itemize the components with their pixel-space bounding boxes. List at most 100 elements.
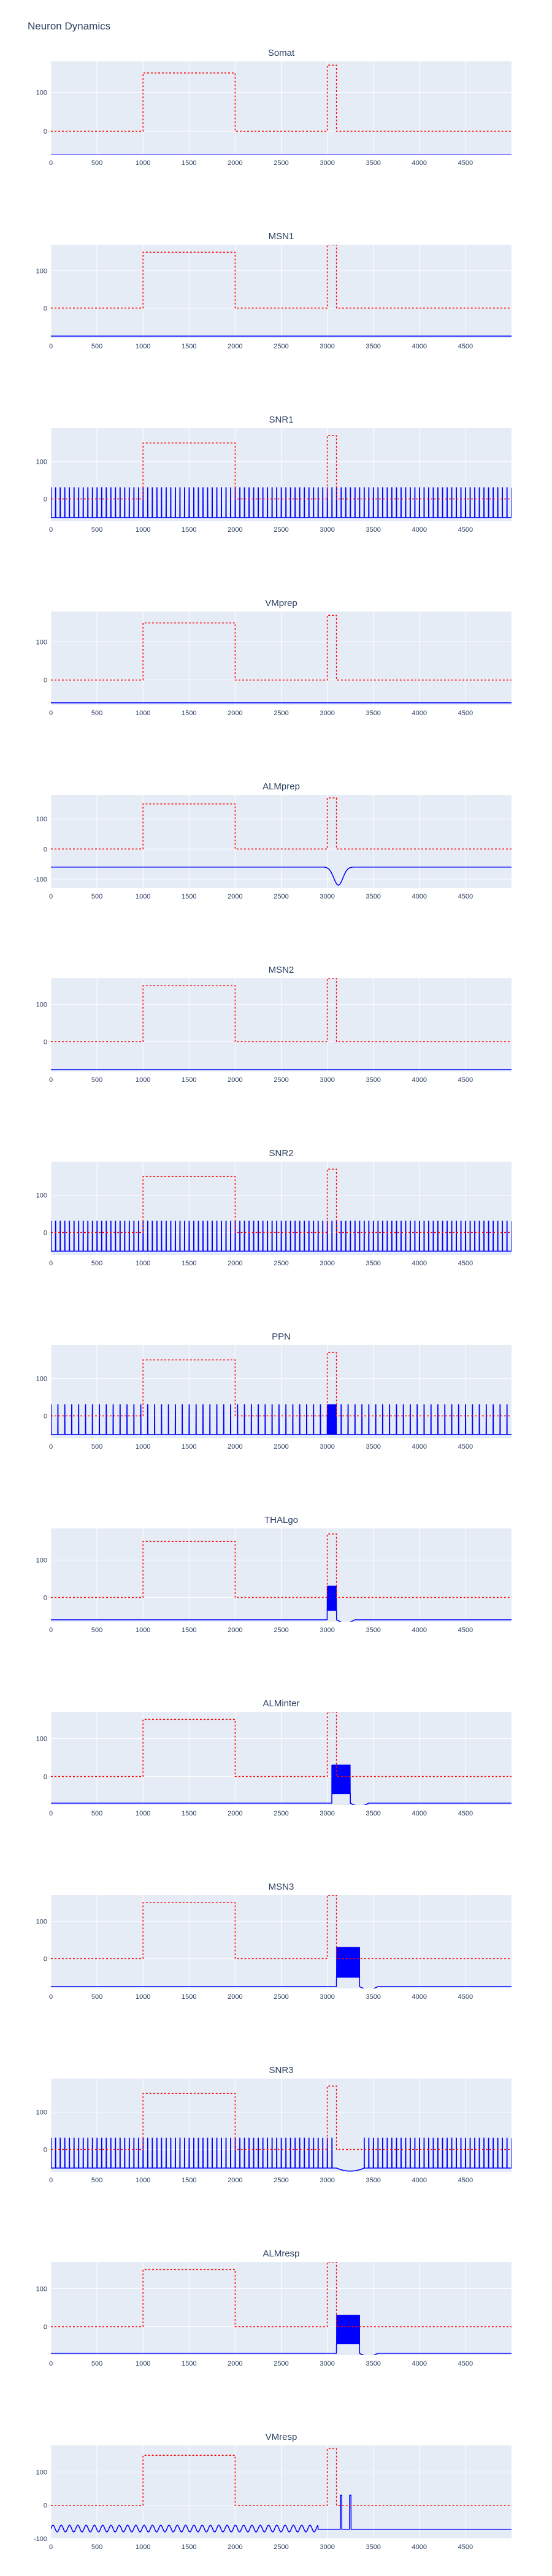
x-tick-label: 3000	[320, 1260, 334, 1267]
y-tick-label: 100	[36, 1192, 47, 1200]
x-tick-label: 3000	[320, 2543, 334, 2551]
x-tick-label: 3500	[366, 2543, 380, 2551]
x-tick-label: 500	[91, 1993, 102, 2001]
x-tick-label: 2000	[228, 1810, 242, 1817]
y-tick-label: 0	[44, 2147, 47, 2154]
x-tick-label: 500	[91, 893, 102, 900]
x-tick-label: 4500	[458, 710, 473, 717]
x-tick-label: 3000	[320, 1443, 334, 1451]
voltage-trace-almresp	[51, 2315, 512, 2355]
x-tick-label: 500	[91, 1810, 102, 1817]
x-tick-label: 4500	[458, 2360, 473, 2367]
x-tick-label: 3000	[320, 1627, 334, 1634]
x-tick-label: 500	[91, 1260, 102, 1267]
x-tick-label: 4000	[412, 1260, 427, 1267]
x-tick-label: 2000	[228, 2360, 242, 2367]
gridlines	[50, 1895, 512, 1988]
x-tick-label: 4000	[412, 526, 427, 534]
x-tick-label: 0	[49, 710, 53, 717]
x-tick-label: 2500	[274, 526, 288, 534]
x-tick-label: 1000	[136, 526, 150, 534]
x-tick-label: 2000	[228, 1443, 242, 1451]
y-tick-label: 100	[36, 1557, 47, 1565]
x-tick-label: 2000	[228, 1627, 242, 1634]
x-tick-label: 2500	[274, 893, 288, 900]
x-tick-label: 1000	[136, 1443, 150, 1451]
x-tick-label: 2000	[228, 1993, 242, 2001]
y-tick-label: -100	[34, 876, 47, 883]
x-tick-label: 4500	[458, 159, 473, 167]
x-tick-label: 0	[49, 1076, 53, 1084]
x-tick-label: 1000	[136, 1260, 150, 1267]
voltage-trace-snr2	[51, 1221, 512, 1252]
x-tick-label: 4000	[412, 1993, 427, 2001]
gridlines	[50, 61, 512, 155]
x-tick-label: 2500	[274, 1076, 288, 1084]
x-tick-label: 4000	[412, 2177, 427, 2184]
voltage-trace-snr1	[51, 487, 512, 518]
x-tick-label: 4000	[412, 2360, 427, 2367]
x-tick-label: 3500	[366, 2360, 380, 2367]
x-tick-label: 1500	[182, 1810, 196, 1817]
y-tick-label: 0	[44, 1955, 47, 1963]
x-tick-label: 4000	[412, 2543, 427, 2551]
subplot-title: ALMinter	[263, 1698, 299, 1709]
x-tick-label: 1000	[136, 343, 150, 350]
subplot-title: VMprep	[265, 598, 297, 608]
x-tick-label: 2500	[274, 2177, 288, 2184]
x-tick-label: 3500	[366, 1443, 380, 1451]
x-tick-label: 3000	[320, 710, 334, 717]
x-tick-label: 500	[91, 343, 102, 350]
y-tick-label: 0	[44, 496, 47, 504]
x-tick-label: 3000	[320, 1810, 334, 1817]
voltage-trace-vmresp	[51, 2494, 512, 2532]
x-tick-label: 500	[91, 2177, 102, 2184]
x-tick-label: 3000	[320, 159, 334, 167]
x-tick-label: 3500	[366, 343, 380, 350]
voltage-trace-ppn	[51, 1404, 512, 1435]
x-tick-label: 1000	[136, 2543, 150, 2551]
y-tick-label: 0	[44, 1230, 47, 1237]
x-tick-label: 3000	[320, 2360, 334, 2367]
x-tick-label: 1500	[182, 159, 196, 167]
stimulus-trace-almprep	[51, 797, 512, 850]
voltage-trace-alminter	[51, 1765, 512, 1805]
x-tick-label: 2000	[228, 526, 242, 534]
x-tick-label: 500	[91, 2360, 102, 2367]
stimulus-trace-vmprep	[51, 615, 512, 681]
x-tick-label: 0	[49, 526, 53, 534]
stimulus-trace-almresp	[51, 2262, 512, 2328]
x-tick-label: 2500	[274, 343, 288, 350]
x-tick-label: 3500	[366, 1810, 380, 1817]
x-tick-label: 1500	[182, 1076, 196, 1084]
voltage-trace-msn3	[51, 1947, 512, 1988]
x-tick-label: 500	[91, 710, 102, 717]
x-tick-label: 0	[49, 893, 53, 900]
x-tick-label: 3000	[320, 1076, 334, 1084]
y-tick-label: -100	[34, 2536, 47, 2543]
x-tick-label: 4500	[458, 2543, 473, 2551]
x-tick-label: 0	[49, 1627, 53, 1634]
x-tick-label: 1000	[136, 1627, 150, 1634]
x-tick-label: 2500	[274, 1260, 288, 1267]
subplot-title: ALMresp	[263, 2248, 299, 2259]
x-tick-label: 4500	[458, 1993, 473, 2001]
x-tick-label: 1500	[182, 710, 196, 717]
y-tick-label: 0	[44, 2502, 47, 2510]
x-tick-label: 4500	[458, 2177, 473, 2184]
x-tick-label: 500	[91, 526, 102, 534]
x-tick-label: 0	[49, 2177, 53, 2184]
x-tick-label: 3500	[366, 1993, 380, 2001]
subplot-title: SNR1	[269, 415, 293, 425]
gridlines	[50, 2262, 512, 2355]
y-tick-label: 0	[44, 1773, 47, 1781]
subplot-title: ALMprep	[263, 781, 300, 792]
